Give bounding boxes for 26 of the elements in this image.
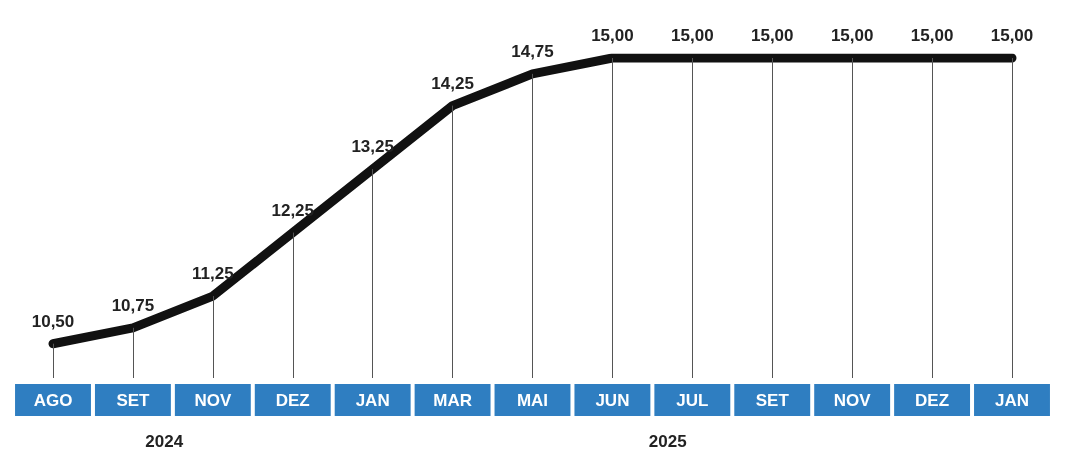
- data-label: 15,00: [910, 26, 954, 45]
- data-label: 15,00: [830, 26, 874, 45]
- x-tick-label: SET: [116, 390, 151, 410]
- text: 2024: [145, 432, 184, 451]
- data-label: 10,50: [31, 311, 75, 331]
- data-label: 14,25: [431, 73, 474, 93]
- x-tick-label: DEZ: [915, 390, 950, 410]
- data-label: 15,00: [750, 26, 794, 45]
- data-label: 15,00: [990, 26, 1034, 45]
- x-tick-label: AGO: [33, 390, 73, 410]
- x-tick-label: DEZ: [275, 390, 310, 410]
- x-tick-label: MAI: [516, 390, 549, 410]
- x-tick-label: JUN: [595, 390, 630, 410]
- x-tick-label: JAN: [994, 390, 1030, 410]
- data-label: 10,75: [111, 295, 155, 315]
- x-tick-label: SET: [755, 390, 790, 410]
- text: 2025: [648, 432, 687, 451]
- data-label: 14,75: [511, 41, 554, 61]
- x-tick-label: NOV: [194, 390, 232, 410]
- x-tick-label: MAR: [433, 390, 472, 410]
- data-label: 11,25: [192, 264, 234, 284]
- x-tick-label: NOV: [833, 390, 872, 410]
- data-label: 15,00: [591, 26, 634, 45]
- x-tick-label: JAN: [355, 390, 390, 410]
- x-tick-label: JUL: [676, 390, 709, 410]
- data-label: 15,00: [671, 26, 714, 45]
